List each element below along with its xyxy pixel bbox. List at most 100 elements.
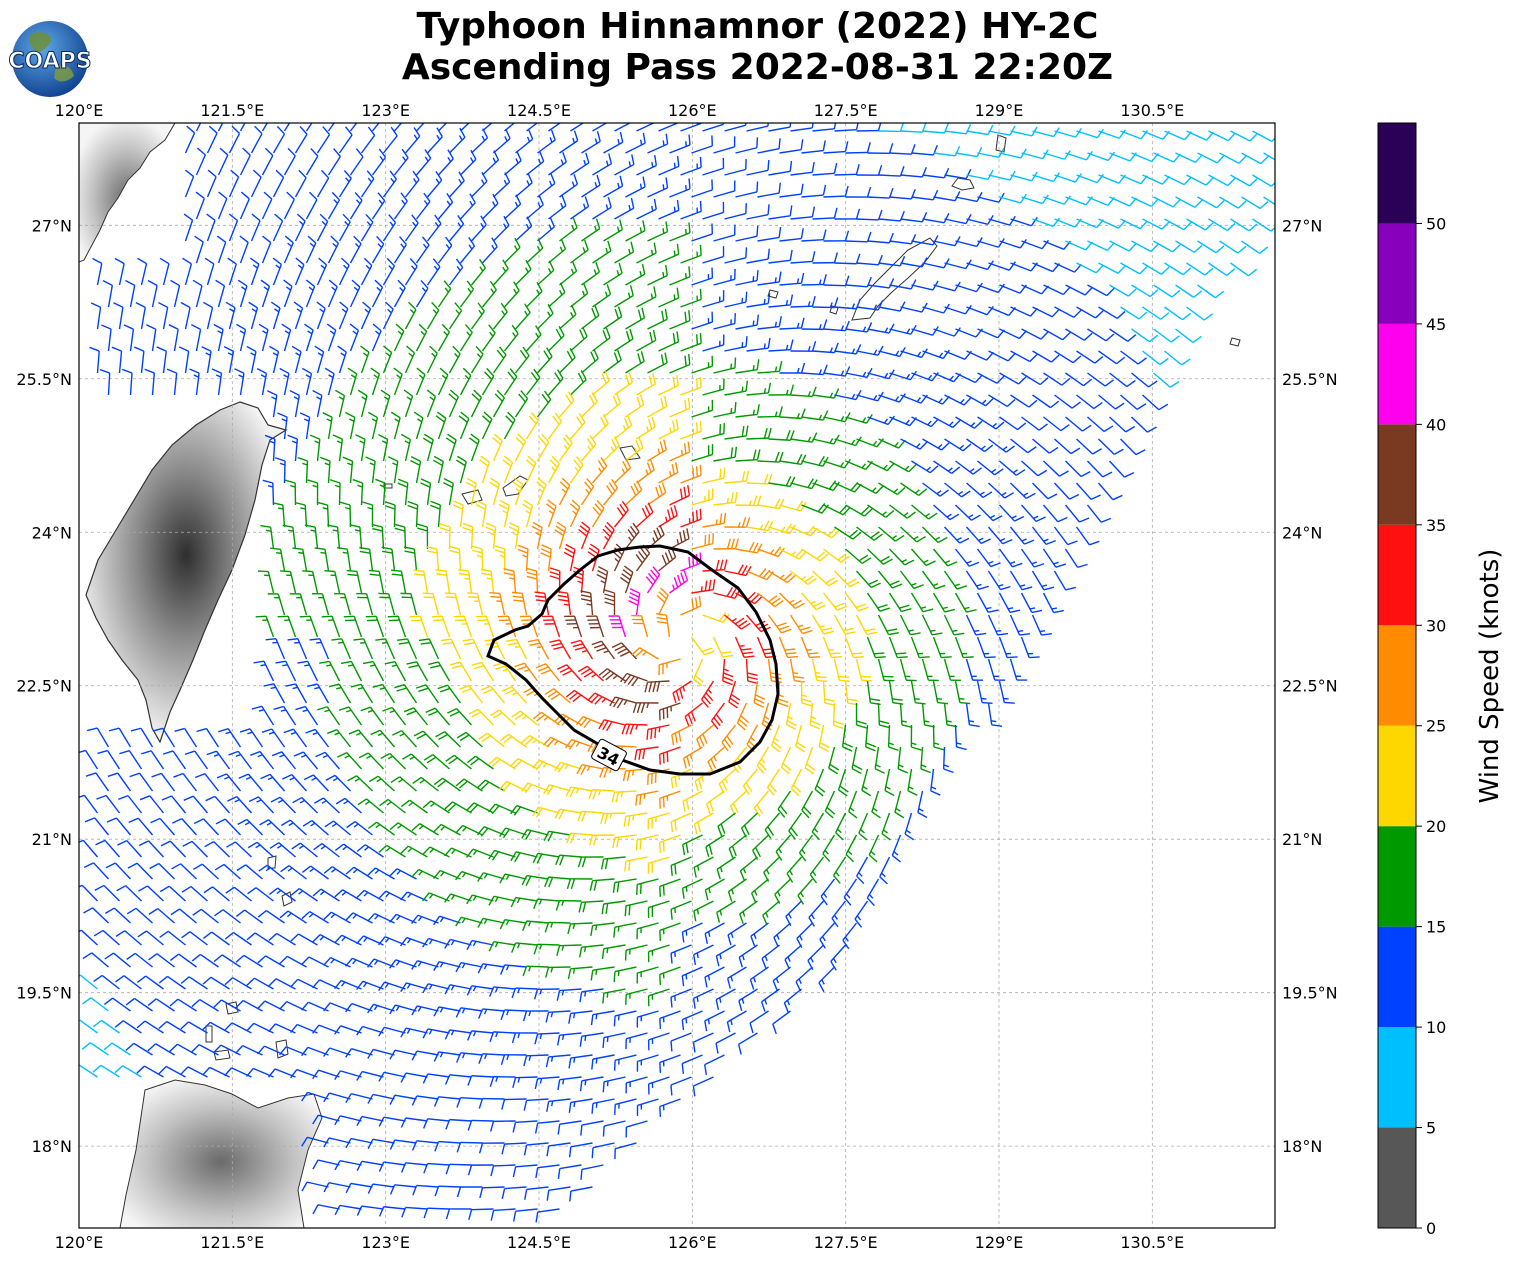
wind-barb [526, 151, 545, 176]
wind-barb [867, 278, 895, 289]
wind-barb [570, 196, 590, 220]
wind-barb [204, 257, 215, 286]
wind-barb [1076, 173, 1104, 184]
wind-barb [713, 180, 736, 198]
wind-barb [90, 302, 102, 330]
wind-barb [977, 147, 1005, 158]
wind-barb [592, 284, 612, 308]
wind-barb [724, 380, 749, 396]
wind-barb [525, 368, 541, 396]
wind-barb [845, 142, 871, 154]
wind-barb [492, 302, 508, 330]
wind-barb [360, 213, 374, 242]
wind-barb [526, 281, 543, 308]
wind-barb [1164, 218, 1192, 231]
wind-barb [845, 231, 872, 243]
wind-barb [790, 251, 816, 264]
wind-barb [636, 373, 657, 396]
wind-barb [370, 367, 381, 396]
wind-barb [360, 301, 372, 330]
lat-tick-label: 19.5°N [16, 984, 72, 1003]
wind-barb [304, 323, 314, 352]
wind-barb [382, 257, 396, 286]
colorbar-tick-label: 15 [1426, 918, 1446, 937]
wind-barb [1131, 240, 1159, 253]
wind-barb [349, 148, 364, 176]
wind-barb [867, 323, 895, 334]
wind-barb [1021, 328, 1049, 340]
wind-barb [768, 384, 795, 396]
wind-barb [470, 215, 487, 242]
wind-barb [404, 258, 418, 286]
wind-barb [1131, 196, 1159, 208]
wind-barb [327, 123, 335, 132]
wind-barb [691, 179, 714, 198]
colorbar-bin [1378, 1127, 1416, 1228]
wind-barb [349, 192, 363, 220]
wind-barb [1208, 218, 1236, 232]
lat-tick-label: 21°N [32, 830, 72, 849]
wind-barb [206, 169, 217, 198]
wind-barb [294, 125, 308, 154]
wind-barb [437, 367, 449, 396]
wind-barb [812, 207, 838, 220]
wind-barb [1131, 284, 1159, 298]
lat-tick-label: 18°N [32, 1137, 72, 1156]
wind-barb [393, 323, 405, 352]
wind-barb [493, 215, 510, 242]
wind-barb [680, 288, 702, 308]
wind-barb [878, 393, 906, 403]
wind-barb [977, 283, 1005, 294]
lat-tick-label: 24°N [1282, 523, 1322, 542]
wind-barb [159, 257, 170, 286]
islet [995, 134, 1007, 153]
wind-barb [382, 345, 393, 374]
wind-barb [228, 213, 239, 242]
wind-barb [279, 367, 290, 396]
wind-barb [559, 261, 578, 286]
lon-tick-label: 120°E [55, 1233, 104, 1252]
colorbar-tick-label: 30 [1426, 616, 1446, 635]
wind-barb [1087, 372, 1114, 387]
lat-tick-label: 19.5°N [1282, 984, 1338, 1003]
lon-tick-label: 123°E [361, 101, 410, 120]
wind-barb [305, 147, 319, 176]
wind-barb [614, 241, 635, 264]
wind-barb [1186, 174, 1214, 186]
wind-barb [504, 123, 516, 132]
wind-barb [206, 213, 216, 242]
wind-barb [180, 301, 191, 330]
wind-barb [559, 304, 577, 330]
wind-barb [471, 171, 488, 198]
wind-barb [1098, 129, 1126, 139]
wind-barb [625, 263, 646, 286]
wind-barb [1032, 306, 1060, 318]
wind-barb [338, 213, 351, 242]
wind-barb [404, 127, 421, 154]
wind-barb [537, 173, 556, 198]
wind-barb [382, 301, 394, 330]
wind-barb [944, 394, 972, 406]
wind-barb [680, 244, 702, 264]
wind-barb [779, 183, 804, 198]
wind-barb [1197, 196, 1225, 209]
wind-barb [713, 357, 737, 374]
wind-barb [215, 279, 226, 308]
wind-barb [236, 323, 247, 352]
wind-barb [834, 344, 862, 355]
wind-barb [1098, 262, 1126, 274]
colorbar-bin [1378, 625, 1416, 726]
wind-barb [790, 161, 815, 176]
wind-barb [625, 176, 646, 198]
wind-barb [448, 302, 463, 330]
wind-barb [459, 193, 476, 220]
wind-barb [514, 346, 530, 374]
wind-barb [592, 240, 612, 264]
wind-barb [415, 123, 425, 132]
wind-barb [448, 214, 465, 242]
wind-barb [1186, 262, 1214, 276]
title-line-2: Ascending Pass 2022-08-31 22:20Z [401, 47, 1114, 88]
wind-barb [658, 155, 680, 176]
wind-barb [217, 147, 229, 176]
wind-barb [437, 280, 452, 308]
